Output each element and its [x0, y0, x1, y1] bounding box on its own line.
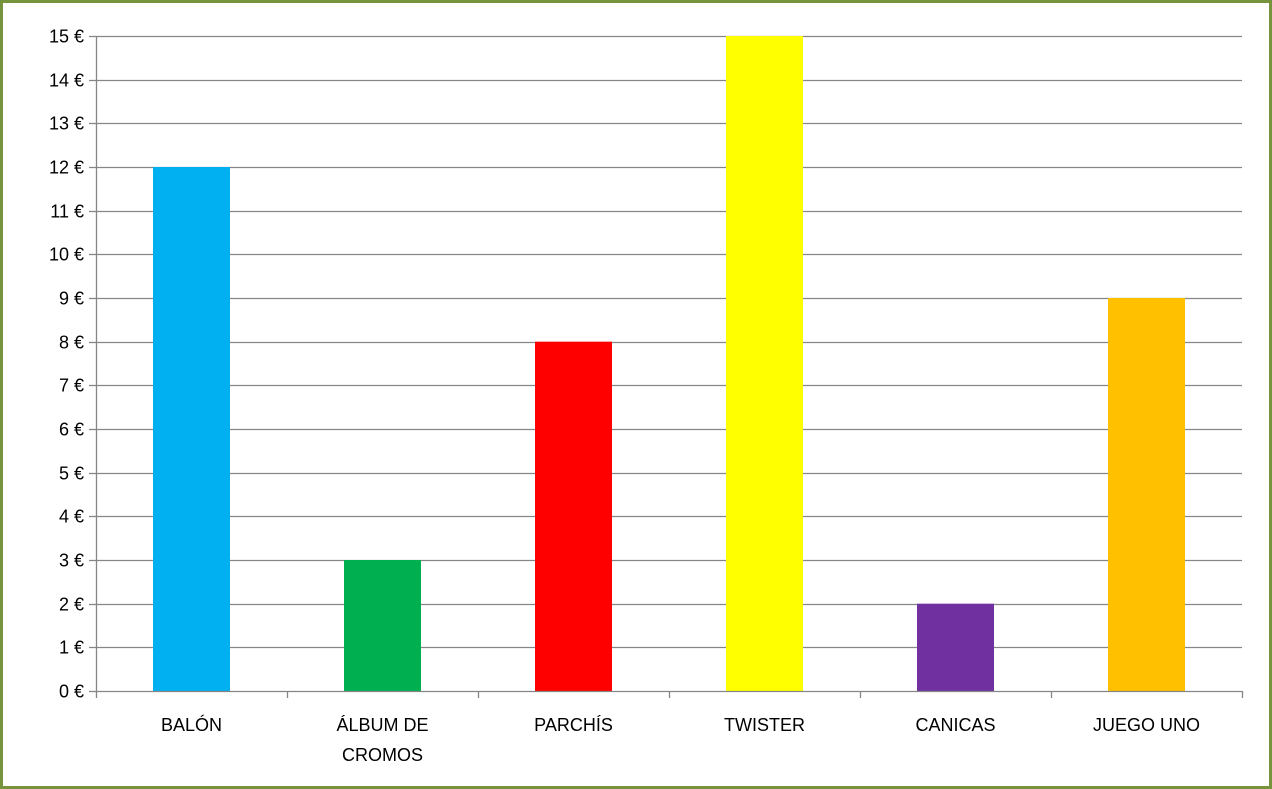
y-tick-label: 3 €: [59, 551, 84, 571]
y-axis-tick-labels: 0 € 1 € 2 € 3 € 4 € 5 € 6 € 7 € 8 € 9 € 10 € 11 € 12…: [49, 27, 84, 702]
y-tick-label: 9 €: [59, 289, 84, 309]
x-category-label: PARCHÍS: [534, 715, 613, 735]
x-axis-category-labels: BALÓN ÁLBUM DE CROMOS PARCHÍS TWISTER CANICAS…: [161, 714, 1200, 765]
bar: [153, 167, 230, 691]
bar: [917, 603, 994, 691]
axes: [89, 35, 1244, 698]
bar: [1108, 298, 1185, 691]
bar: [726, 36, 803, 691]
y-tick-label: 1 €: [59, 638, 84, 658]
y-tick-label: 14 €: [49, 71, 84, 91]
y-tick-label: 2 €: [59, 595, 84, 615]
y-tick-label: 6 €: [59, 420, 84, 440]
bar: [535, 341, 612, 691]
x-category-label: JUEGO UNO: [1093, 715, 1200, 735]
y-tick-label: 13 €: [49, 114, 84, 134]
y-tick-label: 12 €: [49, 158, 84, 178]
x-category-label: CANICAS: [915, 715, 995, 735]
bar: [344, 560, 421, 691]
gridlines: [96, 35, 1242, 649]
y-tick-label: 7 €: [59, 376, 84, 396]
y-tick-label: 8 €: [59, 333, 84, 353]
y-tick-label: 10 €: [49, 245, 84, 265]
y-tick-label: 11 €: [50, 202, 84, 222]
y-tick-label: 0 €: [59, 682, 84, 702]
y-tick-label: 4 €: [59, 507, 84, 527]
x-category-label: ÁLBUM DE CROMOS: [336, 715, 428, 765]
x-category-label: TWISTER: [724, 715, 805, 735]
y-tick-label: 5 €: [59, 464, 84, 484]
bars: [153, 36, 1185, 691]
x-category-label: BALÓN: [161, 714, 222, 735]
y-tick-label: 15 €: [49, 27, 84, 47]
